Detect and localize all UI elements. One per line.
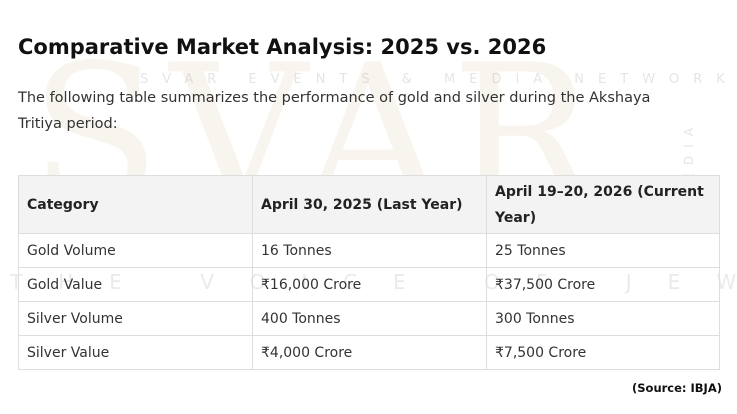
table-row: Silver Value ₹4,000 Crore ₹7,500 Crore — [18, 335, 720, 370]
source: (Source: IBJA) — [632, 381, 722, 395]
title: Comparative Market Analysis: 2025 vs. 20… — [18, 35, 547, 59]
table-cell: Gold Volume — [18, 233, 253, 268]
column-header: Category — [18, 175, 253, 234]
column-header: April 30, 2025 (Last Year) — [252, 175, 487, 234]
table-cell: ₹7,500 Crore — [486, 335, 720, 370]
intro: The following table summarizes the perfo… — [18, 90, 651, 132]
table-cell: Silver Value — [18, 335, 253, 370]
table-cell: 25 Tonnes — [486, 233, 720, 268]
table-cell: 16 Tonnes — [252, 233, 487, 268]
table-cell: Gold Value — [18, 267, 253, 302]
table-row: Gold Volume 16 Tonnes 25 Tonnes — [18, 233, 720, 268]
table-cell: ₹37,500 Crore — [486, 267, 720, 302]
table: Category April 30, 2025 (Last Year) April … — [18, 175, 720, 370]
table-cell: Silver Volume — [18, 301, 253, 336]
table-cell: 300 Tonnes — [486, 301, 720, 336]
table-body: Gold Volume 16 Tonnes 25 Tonnes Gold Value ₹… — [18, 233, 720, 370]
table-row: Silver Volume 400 Tonnes 300 Tonnes — [18, 301, 720, 336]
table-cell: ₹16,000 Crore — [252, 267, 487, 302]
header-row: Category April 30, 2025 (Last Year) April … — [18, 175, 720, 234]
column-header: April 19–20, 2026 (Current Year) — [486, 175, 720, 234]
table-row: Gold Value ₹16,000 Crore ₹37,500 Crore — [18, 267, 720, 302]
table-cell: 400 Tonnes — [252, 301, 487, 336]
table-cell: ₹4,000 Crore — [252, 335, 487, 370]
